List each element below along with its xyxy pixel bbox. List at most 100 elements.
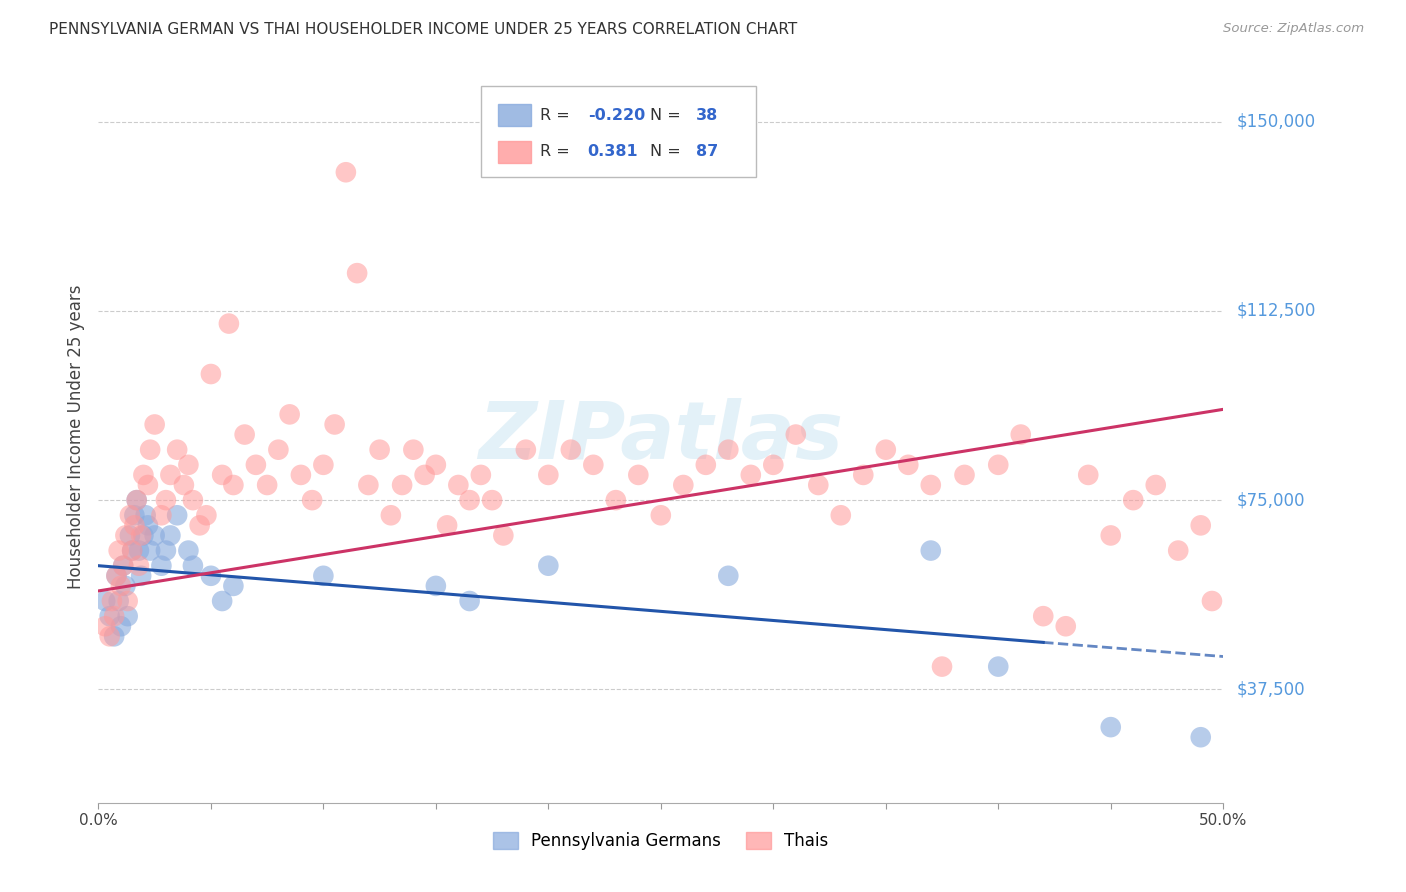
Point	[368, 442, 391, 457]
Point	[560, 442, 582, 457]
Point	[132, 528, 155, 542]
Point	[125, 493, 148, 508]
Point	[124, 508, 146, 523]
Legend: Pennsylvania Germans, Thais: Pennsylvania Germans, Thais	[486, 825, 835, 856]
Text: R =: R =	[540, 145, 575, 160]
Point	[413, 467, 436, 482]
Point	[267, 442, 290, 457]
Point	[717, 442, 740, 457]
Point	[135, 508, 157, 523]
Text: -0.220: -0.220	[588, 108, 645, 123]
Y-axis label: Householder Income Under 25 years: Householder Income Under 25 years	[66, 285, 84, 590]
Point	[301, 493, 323, 508]
Point	[1189, 518, 1212, 533]
Point	[211, 467, 233, 482]
Point	[1167, 543, 1189, 558]
Point	[1189, 730, 1212, 744]
Point	[605, 493, 627, 508]
Point	[110, 579, 132, 593]
Point	[94, 619, 117, 633]
Point	[117, 609, 139, 624]
Point	[1099, 528, 1122, 542]
Point	[312, 458, 335, 472]
Point	[627, 467, 650, 482]
Point	[103, 629, 125, 643]
Point	[136, 478, 159, 492]
Point	[312, 569, 335, 583]
Point	[233, 427, 256, 442]
Point	[470, 467, 492, 482]
Point	[458, 493, 481, 508]
Point	[830, 508, 852, 523]
Point	[256, 478, 278, 492]
Text: R =: R =	[540, 108, 575, 123]
Point	[98, 629, 121, 643]
Bar	[498, 141, 531, 163]
Point	[695, 458, 717, 472]
Point	[931, 659, 953, 673]
Point	[118, 508, 141, 523]
Point	[245, 458, 267, 472]
Point	[515, 442, 537, 457]
Text: 87: 87	[696, 145, 718, 160]
Point	[107, 543, 129, 558]
Point	[181, 493, 204, 508]
Point	[920, 543, 942, 558]
Point	[129, 569, 152, 583]
Point	[920, 478, 942, 492]
Point	[278, 408, 301, 422]
Point	[290, 467, 312, 482]
Point	[1032, 609, 1054, 624]
Point	[139, 442, 162, 457]
Point	[1144, 478, 1167, 492]
Text: $150,000: $150,000	[1237, 112, 1316, 131]
Point	[128, 543, 150, 558]
Point	[1201, 594, 1223, 608]
Point	[105, 569, 128, 583]
FancyBboxPatch shape	[481, 86, 756, 178]
Point	[537, 467, 560, 482]
Text: PENNSYLVANIA GERMAN VS THAI HOUSEHOLDER INCOME UNDER 25 YEARS CORRELATION CHART: PENNSYLVANIA GERMAN VS THAI HOUSEHOLDER …	[49, 22, 797, 37]
Point	[117, 594, 139, 608]
Point	[650, 508, 672, 523]
Point	[159, 528, 181, 542]
Point	[200, 569, 222, 583]
Point	[402, 442, 425, 457]
Point	[222, 579, 245, 593]
Point	[128, 558, 150, 573]
Point	[181, 558, 204, 573]
Point	[323, 417, 346, 432]
Point	[1099, 720, 1122, 734]
Point	[211, 594, 233, 608]
Point	[1010, 427, 1032, 442]
Point	[447, 478, 470, 492]
Point	[112, 558, 135, 573]
Point	[121, 543, 143, 558]
Point	[346, 266, 368, 280]
Point	[150, 508, 173, 523]
Text: Source: ZipAtlas.com: Source: ZipAtlas.com	[1223, 22, 1364, 36]
Point	[222, 478, 245, 492]
Point	[335, 165, 357, 179]
Point	[425, 579, 447, 593]
Point	[807, 478, 830, 492]
Point	[357, 478, 380, 492]
Point	[672, 478, 695, 492]
Point	[1054, 619, 1077, 633]
Point	[129, 528, 152, 542]
Point	[177, 458, 200, 472]
Point	[114, 579, 136, 593]
Point	[458, 594, 481, 608]
Point	[481, 493, 503, 508]
Point	[762, 458, 785, 472]
Point	[166, 442, 188, 457]
Point	[110, 619, 132, 633]
Text: 38: 38	[696, 108, 718, 123]
Point	[101, 594, 124, 608]
Point	[105, 569, 128, 583]
Point	[125, 493, 148, 508]
Point	[1077, 467, 1099, 482]
Point	[1122, 493, 1144, 508]
Point	[852, 467, 875, 482]
Point	[987, 659, 1010, 673]
